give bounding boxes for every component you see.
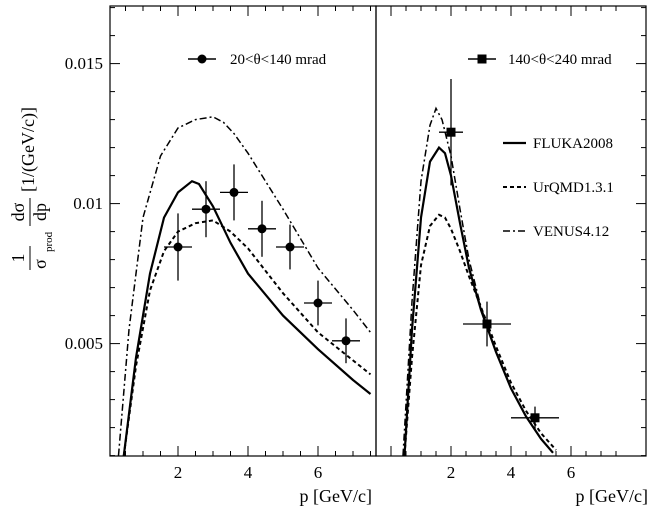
y-axis-label: 1 σ prod dσ dp [1/(GeV/c)] xyxy=(8,107,55,270)
curve-left-venus4-12 xyxy=(117,116,372,456)
ylabel-den-sub: prod xyxy=(43,231,55,252)
ylabel-unit: [1/(GeV/c)] xyxy=(18,107,39,192)
data-point-left-4 xyxy=(276,224,304,270)
data-point-left-3 xyxy=(248,200,276,257)
ytick-label-0.01: 0.01 xyxy=(73,194,103,213)
data-point-right-2 xyxy=(511,406,559,429)
data-point-left-5 xyxy=(304,280,332,326)
ytick-label-0.015: 0.015 xyxy=(65,54,103,73)
xtick-left-2: 2 xyxy=(174,463,183,482)
ylabel-den: σ xyxy=(30,259,50,269)
curve-right-urqmd1-3-1 xyxy=(403,213,557,456)
ylabel-frac-den: dp xyxy=(30,203,50,221)
legend-right: 140<θ<240 mrad FLUKA2008 UrQMD1.3.1 VENU… xyxy=(468,52,614,240)
data-point-left-1 xyxy=(192,181,220,238)
frame-left xyxy=(109,5,377,457)
legend-left-marker xyxy=(197,54,207,64)
curve-right-fluka2008 xyxy=(403,145,554,456)
curve-left-urqmd1-3-1 xyxy=(122,219,372,456)
legend-venus-label: VENUS4.12 xyxy=(533,224,609,240)
legend-right-label: 140<θ<240 mrad xyxy=(508,52,612,68)
xtick-right-2: 2 xyxy=(447,463,456,482)
panel-right xyxy=(375,5,647,457)
legend-right-marker xyxy=(477,54,487,64)
xtick-right-6: 6 xyxy=(567,463,576,482)
xtick-left-6: 6 xyxy=(314,463,323,482)
xtick-left-4: 4 xyxy=(244,463,253,482)
data-point-left-0 xyxy=(164,213,192,281)
data-point-left-2 xyxy=(220,164,248,221)
xtick-right-4: 4 xyxy=(507,463,516,482)
curve-right-venus4-12 xyxy=(402,106,554,456)
legend-left-label: 20<θ<140 mrad xyxy=(230,52,327,68)
legend-fluka-label: FLUKA2008 xyxy=(533,136,613,152)
data-point-right-0 xyxy=(439,79,463,186)
data-point-left-6 xyxy=(332,318,360,364)
data-point-right-1 xyxy=(463,301,511,347)
legend-left: 20<θ<140 mrad xyxy=(188,52,327,68)
ylabel-num: 1 xyxy=(8,254,28,263)
panel-left xyxy=(109,5,377,457)
ytick-label-0.005: 0.005 xyxy=(65,334,103,353)
legend-urqmd-label: UrQMD1.3.1 xyxy=(533,180,614,196)
xlabel-left: p [GeV/c] xyxy=(300,486,372,506)
ylabel-frac-num: dσ xyxy=(8,202,28,221)
curve-left-fluka2008 xyxy=(122,179,372,456)
xlabel-right: p [GeV/c] xyxy=(576,486,648,506)
